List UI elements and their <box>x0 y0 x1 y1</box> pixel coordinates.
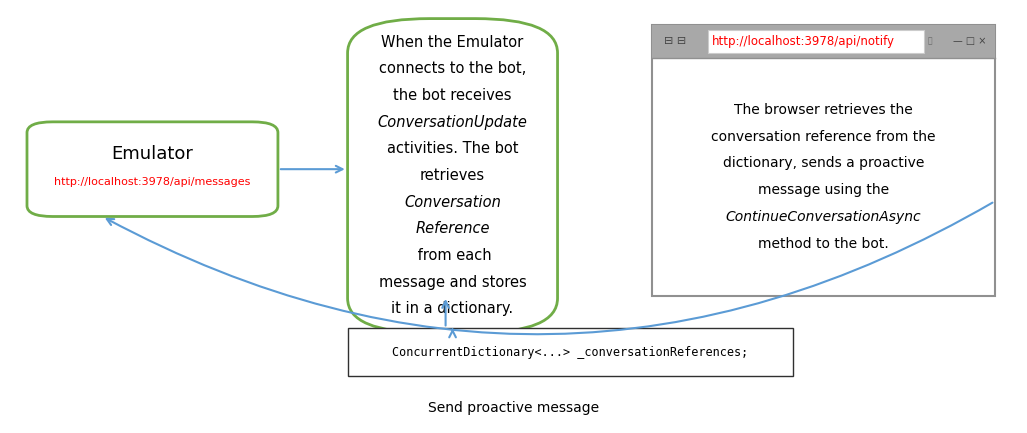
Text: Send proactive message: Send proactive message <box>428 401 599 415</box>
Text: ContinueConversationAsync: ContinueConversationAsync <box>725 210 921 224</box>
Text: method to the bot.: method to the bot. <box>758 236 888 251</box>
Text: message and stores: message and stores <box>379 275 527 290</box>
Text: http://localhost:3978/api/messages: http://localhost:3978/api/messages <box>54 177 251 187</box>
Text: ⊟ ⊟: ⊟ ⊟ <box>664 36 686 46</box>
Text: dictionary, sends a proactive: dictionary, sends a proactive <box>723 156 924 171</box>
FancyBboxPatch shape <box>708 29 924 53</box>
Text: http://localhost:3978/api/notify: http://localhost:3978/api/notify <box>712 35 896 48</box>
Text: conversation reference from the: conversation reference from the <box>711 130 936 144</box>
Text: the bot receives: the bot receives <box>393 88 511 103</box>
Text: activities. The bot: activities. The bot <box>387 142 519 156</box>
Text: When the Emulator: When the Emulator <box>381 35 524 50</box>
Text: The browser retrieves the: The browser retrieves the <box>734 103 913 117</box>
FancyBboxPatch shape <box>652 25 995 58</box>
Text: 🔍: 🔍 <box>927 37 931 46</box>
Text: connects to the bot,: connects to the bot, <box>379 61 526 77</box>
Text: ConcurrentDictionary<...> _conversationReferences;: ConcurrentDictionary<...> _conversationR… <box>392 346 749 359</box>
FancyArrowPatch shape <box>107 203 992 334</box>
Text: retrieves: retrieves <box>420 168 485 183</box>
FancyBboxPatch shape <box>652 25 995 296</box>
Text: Emulator: Emulator <box>112 145 193 163</box>
Text: message using the: message using the <box>758 183 889 197</box>
Text: ConversationUpdate: ConversationUpdate <box>378 115 528 130</box>
Text: — □ ×: — □ × <box>953 36 987 46</box>
Text: Reference: Reference <box>415 221 490 236</box>
Text: Conversation: Conversation <box>404 195 501 210</box>
Text: it in a dictionary.: it in a dictionary. <box>391 301 514 317</box>
FancyBboxPatch shape <box>27 122 278 216</box>
Text: from each: from each <box>413 248 492 263</box>
FancyBboxPatch shape <box>347 328 793 376</box>
FancyBboxPatch shape <box>347 19 558 333</box>
